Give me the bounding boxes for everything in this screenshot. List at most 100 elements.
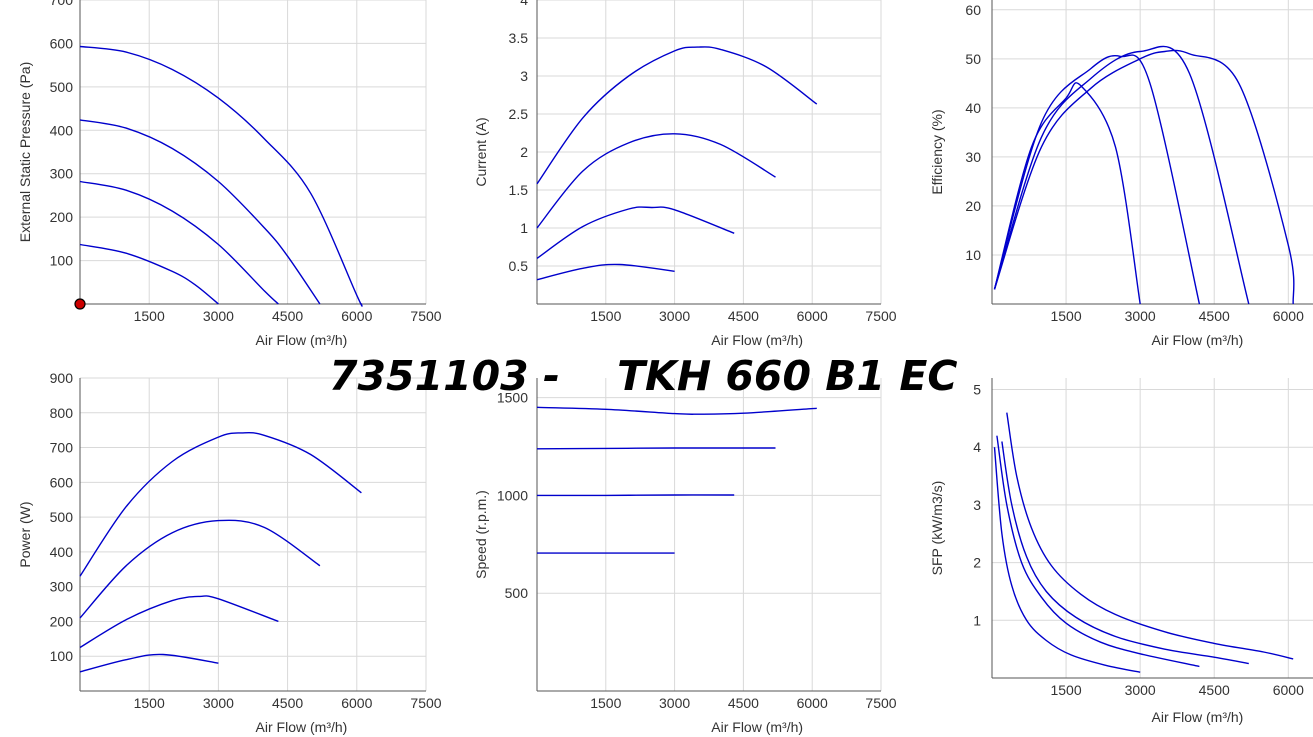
x-tick-label: 6000 bbox=[1273, 308, 1304, 324]
y-axis-label: Efficiency (%) bbox=[929, 109, 945, 194]
y-tick-label: 20 bbox=[965, 198, 981, 214]
y-axis-label: Power (W) bbox=[17, 501, 33, 567]
y-axis-label: SFP (kW/m3/s) bbox=[929, 481, 945, 576]
y-tick-label: 1.5 bbox=[509, 182, 529, 198]
x-tick-label: 1500 bbox=[1050, 308, 1081, 324]
y-tick-label: 500 bbox=[50, 509, 74, 525]
series-line-2 bbox=[79, 119, 321, 305]
y-tick-label: 30 bbox=[965, 149, 981, 165]
y-tick-label: 200 bbox=[50, 209, 74, 225]
x-tick-label: 6000 bbox=[797, 308, 828, 324]
x-tick-label: 7500 bbox=[410, 308, 441, 324]
y-tick-label: 1 bbox=[520, 220, 528, 236]
y-tick-label: 1500 bbox=[497, 390, 528, 406]
y-tick-label: 5 bbox=[973, 382, 981, 398]
y-tick-label: 200 bbox=[50, 613, 74, 629]
y-tick-label: 3 bbox=[973, 497, 981, 513]
series-line-2 bbox=[536, 447, 776, 450]
y-tick-label: 4 bbox=[973, 439, 981, 455]
y-tick-label: 800 bbox=[50, 405, 74, 421]
series-line-1 bbox=[536, 406, 817, 415]
x-tick-label: 7500 bbox=[865, 308, 896, 324]
series-line-3 bbox=[996, 435, 1200, 668]
series-line-1 bbox=[993, 49, 1295, 305]
series-line-1 bbox=[1006, 412, 1294, 660]
chart-speed: 1500 3000 4500 6000 7500 500 1000 1500 Air Flow … bbox=[473, 378, 897, 735]
y-tick-label: 60 bbox=[965, 2, 981, 18]
series-line-2 bbox=[79, 519, 321, 619]
series-line-4 bbox=[536, 263, 675, 281]
x-tick-label: 4500 bbox=[728, 308, 759, 324]
x-axis-label: Air Flow (m³/h) bbox=[256, 332, 348, 348]
x-axis-label: Air Flow (m³/h) bbox=[711, 719, 803, 735]
series-line-3 bbox=[536, 206, 735, 259]
series-line-4 bbox=[79, 243, 219, 305]
y-tick-label: 4 bbox=[520, 0, 528, 8]
series-line-4 bbox=[993, 447, 1141, 673]
x-tick-label: 4500 bbox=[272, 695, 303, 711]
series-line-1 bbox=[536, 46, 818, 185]
series-line-3 bbox=[79, 180, 279, 305]
x-axis-label: Air Flow (m³/h) bbox=[256, 719, 348, 735]
y-tick-label: 100 bbox=[50, 253, 74, 269]
y-tick-label: 10 bbox=[965, 247, 981, 263]
x-tick-label: 1500 bbox=[590, 695, 621, 711]
series-line-3 bbox=[79, 595, 279, 649]
x-tick-label: 6000 bbox=[1273, 682, 1304, 698]
series-line-2 bbox=[1001, 441, 1249, 665]
x-tick-label: 3000 bbox=[203, 308, 234, 324]
y-axis-label: Speed (r.p.m.) bbox=[473, 490, 489, 579]
y-tick-label: 500 bbox=[505, 585, 529, 601]
x-tick-label: 4500 bbox=[1199, 308, 1230, 324]
x-tick-label: 3000 bbox=[203, 695, 234, 711]
series-line-1 bbox=[79, 45, 363, 307]
y-tick-label: 900 bbox=[50, 370, 74, 386]
x-tick-label: 6000 bbox=[797, 695, 828, 711]
y-tick-label: 400 bbox=[50, 544, 74, 560]
x-axis-label: Air Flow (m³/h) bbox=[711, 332, 803, 348]
y-tick-label: 300 bbox=[50, 166, 74, 182]
y-tick-label: 40 bbox=[965, 100, 981, 116]
x-tick-label: 7500 bbox=[865, 695, 896, 711]
operating-point-marker[interactable] bbox=[74, 298, 86, 310]
series-line-2 bbox=[536, 133, 776, 229]
y-axis-label: Current (A) bbox=[473, 117, 489, 186]
y-tick-label: 600 bbox=[50, 35, 74, 51]
x-tick-label: 3000 bbox=[659, 308, 690, 324]
chart-sfp: 1500 3000 4500 6000 1 2 3 4 5 Air Flow (m³/h) SFP … bbox=[929, 378, 1313, 725]
y-tick-label: 50 bbox=[965, 51, 981, 67]
y-tick-label: 2.5 bbox=[509, 106, 529, 122]
x-axis-label: Air Flow (m³/h) bbox=[1152, 709, 1244, 725]
x-tick-label: 4500 bbox=[272, 308, 303, 324]
x-axis-label: Air Flow (m³/h) bbox=[1152, 332, 1244, 348]
y-tick-label: 100 bbox=[50, 648, 74, 664]
y-tick-label: 2 bbox=[973, 555, 981, 571]
y-tick-label: 1000 bbox=[497, 487, 528, 503]
chart-pressure: 1500 3000 4500 6000 7500 100 200 300 400 500 600 70… bbox=[17, 0, 442, 348]
x-tick-label: 1500 bbox=[590, 308, 621, 324]
y-tick-label: 0.5 bbox=[509, 258, 529, 274]
y-tick-label: 700 bbox=[50, 440, 74, 456]
y-tick-label: 600 bbox=[50, 474, 74, 490]
x-tick-label: 1500 bbox=[1050, 682, 1081, 698]
x-tick-label: 3000 bbox=[659, 695, 690, 711]
x-tick-label: 6000 bbox=[341, 308, 372, 324]
x-tick-label: 4500 bbox=[728, 695, 759, 711]
x-tick-label: 3000 bbox=[1125, 308, 1156, 324]
y-tick-label: 1 bbox=[973, 612, 981, 628]
x-tick-label: 7500 bbox=[410, 695, 441, 711]
y-axis-label: External Static Pressure (Pa) bbox=[17, 62, 33, 243]
series-line-4 bbox=[993, 82, 1141, 305]
y-tick-label: 700 bbox=[50, 0, 74, 8]
y-tick-label: 300 bbox=[50, 579, 74, 595]
series-line-4 bbox=[79, 653, 219, 673]
main-title: 7351103 - TKH 660 B1 EC bbox=[329, 352, 958, 400]
y-tick-label: 500 bbox=[50, 79, 74, 95]
y-tick-label: 3 bbox=[520, 68, 528, 84]
x-tick-label: 6000 bbox=[341, 695, 372, 711]
series-line-2 bbox=[993, 45, 1250, 305]
chart-current: 1500 3000 4500 6000 7500 0.5 1 1.5 2 2.5 3 3.5 4 Air … bbox=[473, 0, 897, 348]
series-line-1 bbox=[79, 431, 362, 577]
x-tick-label: 1500 bbox=[134, 308, 165, 324]
